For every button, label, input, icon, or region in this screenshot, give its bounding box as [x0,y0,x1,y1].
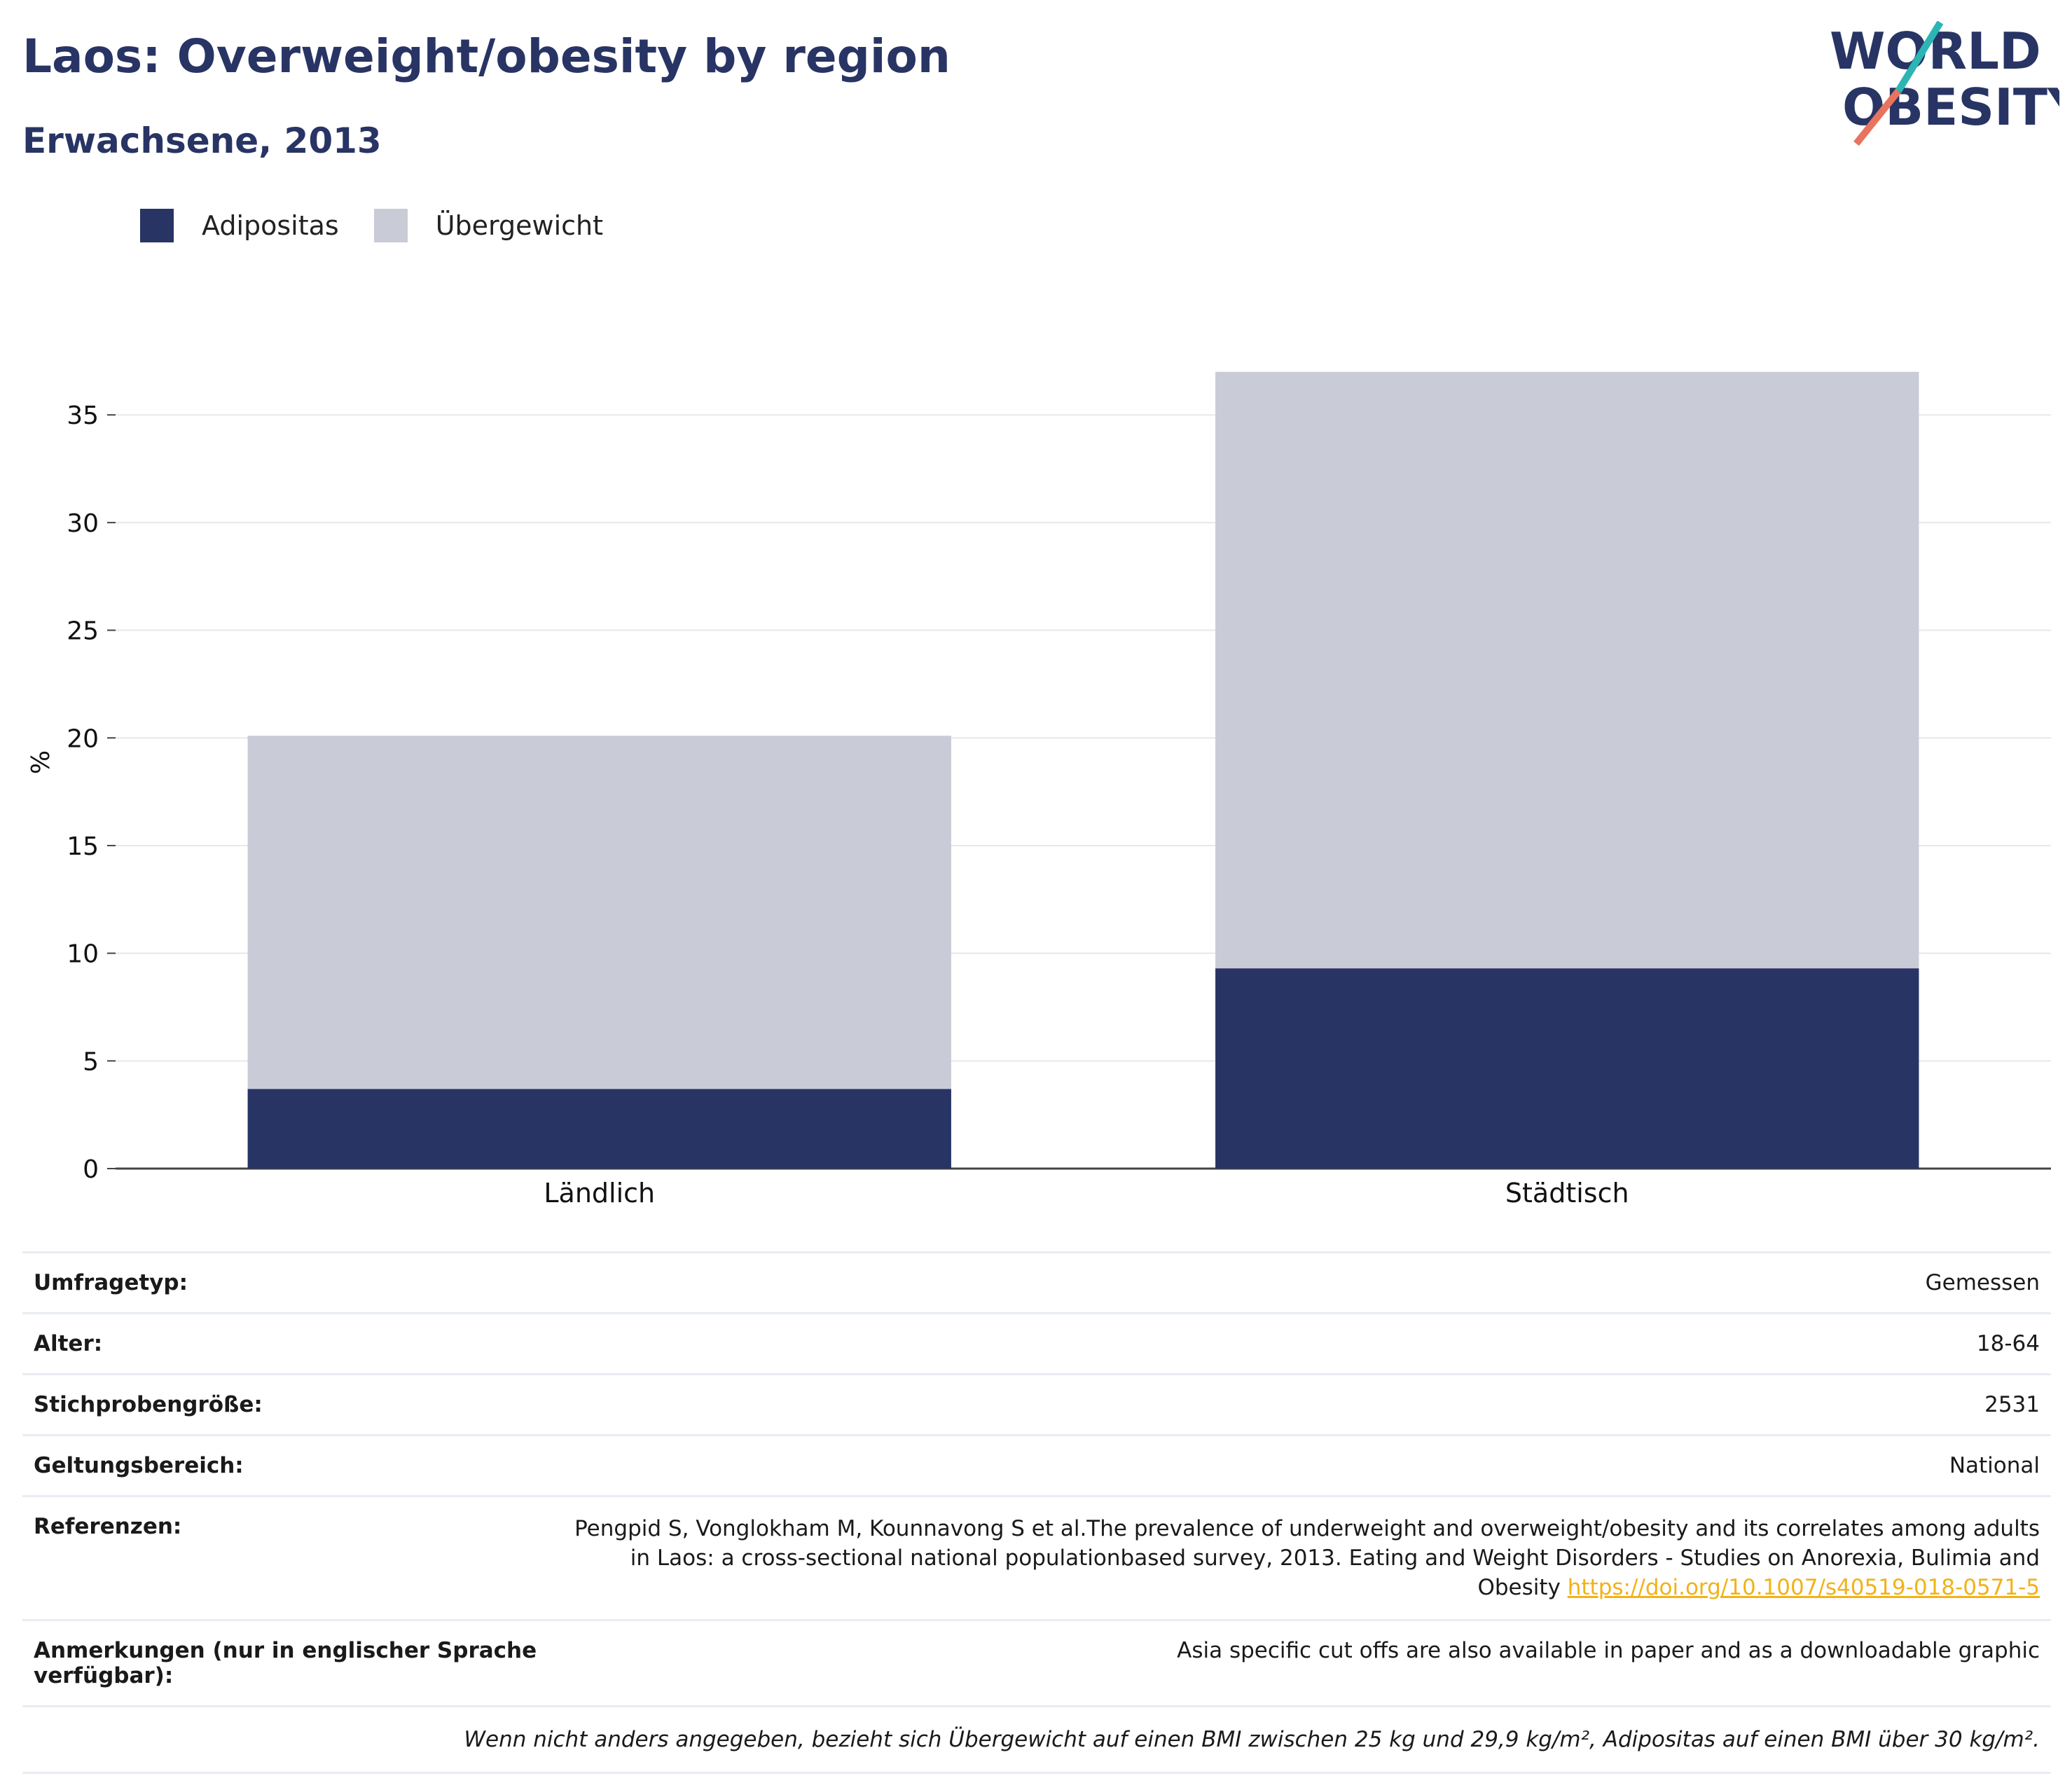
legend-swatch-uebergewicht [373,209,408,242]
info-row-scope: Geltungsbereich: National [22,1434,2051,1495]
y-axis-ticks: 0 5 10 15 20 25 30 35 [67,401,116,1184]
bar-uebergewicht-0[interactable] [247,736,951,1089]
x-tick-label: Städtisch [1505,1178,1629,1209]
y-tick-label: 25 [67,617,99,646]
legend-label-adipositas: Adipositas [202,210,339,241]
legend-label-uebergewicht: Übergewicht [435,210,603,241]
bar-adipositas-1[interactable] [1215,968,1919,1169]
info-value: National [1949,1453,2040,1478]
y-tick-label: 10 [67,940,99,969]
bar-adipositas-0[interactable] [247,1089,951,1169]
y-tick-label: 20 [67,724,99,753]
footnote: Wenn nicht anders angegeben, bezieht sic… [22,1705,2051,1775]
bars [247,371,1919,1169]
x-axis-labels: Ländlich Städtisch [544,1178,1629,1209]
bar-uebergewicht-1[interactable] [1215,371,1919,969]
info-row-age: Alter: 18-64 [22,1312,2051,1373]
info-value: Gemessen [1925,1270,2040,1295]
x-tick-label: Ländlich [544,1178,655,1209]
info-label: Geltungsbereich: [34,1453,244,1478]
info-row-sample-size: Stichprobengröße: 2531 [22,1373,2051,1434]
y-tick-label: 15 [67,832,99,861]
info-label: Alter: [34,1331,103,1356]
legend-item-adipositas[interactable]: Adipositas [140,209,339,242]
reference-text: Pengpid S, Vonglokham M, Kounnavong S et… [574,1516,2040,1601]
legend-item-uebergewicht[interactable]: Übergewicht [373,209,603,242]
chart-subtitle: Erwachsene, 2013 [22,121,382,161]
stacked-bar-chart: 0 5 10 15 20 25 30 35 Ländlich Städtisch % [27,371,2051,1209]
info-row-survey-type: Umfragetyp: Gemessen [22,1251,2051,1312]
logo-line2: OBESITY [1842,78,2059,137]
info-row-references: Referenzen: Pengpid S, Vonglokham M, Kou… [22,1495,2051,1619]
y-tick-label: 30 [67,509,99,538]
info-value: 2531 [1984,1392,2040,1417]
info-row-notes: Anmerkungen (nur in englischer Sprache v… [22,1619,2051,1705]
y-axis-label: % [27,750,55,774]
info-value: Asia specific cut offs are also availabl… [1177,1638,2040,1664]
logo-slash-teal [1895,21,1944,93]
y-tick-label: 0 [83,1155,99,1184]
info-label: Anmerkungen (nur in englischer Sprache v… [34,1638,537,1689]
info-label: Stichprobengröße: [34,1392,263,1417]
logo-slash-coral [1853,88,1901,146]
y-tick-label: 5 [83,1047,99,1076]
info-table: Umfragetyp: Gemessen Alter: 18-64 Stichp… [22,1251,2051,1775]
legend-swatch-adipositas [140,209,174,242]
info-value: Pengpid S, Vonglokham M, Kounnavong S et… [555,1514,2040,1602]
chart-legend: Adipositas Übergewicht [140,209,638,242]
y-tick-label: 35 [67,401,99,430]
reference-doi-link[interactable]: https://doi.org/10.1007/s40519-018-0571-… [1567,1575,2040,1601]
info-label: Referenzen: [34,1514,182,1539]
chart-title: Laos: Overweight/obesity by region [22,29,951,83]
info-label: Umfragetyp: [34,1270,188,1295]
world-obesity-logo: WORLD OBESITY [1830,21,2059,146]
info-value: 18-64 [1976,1331,2040,1356]
